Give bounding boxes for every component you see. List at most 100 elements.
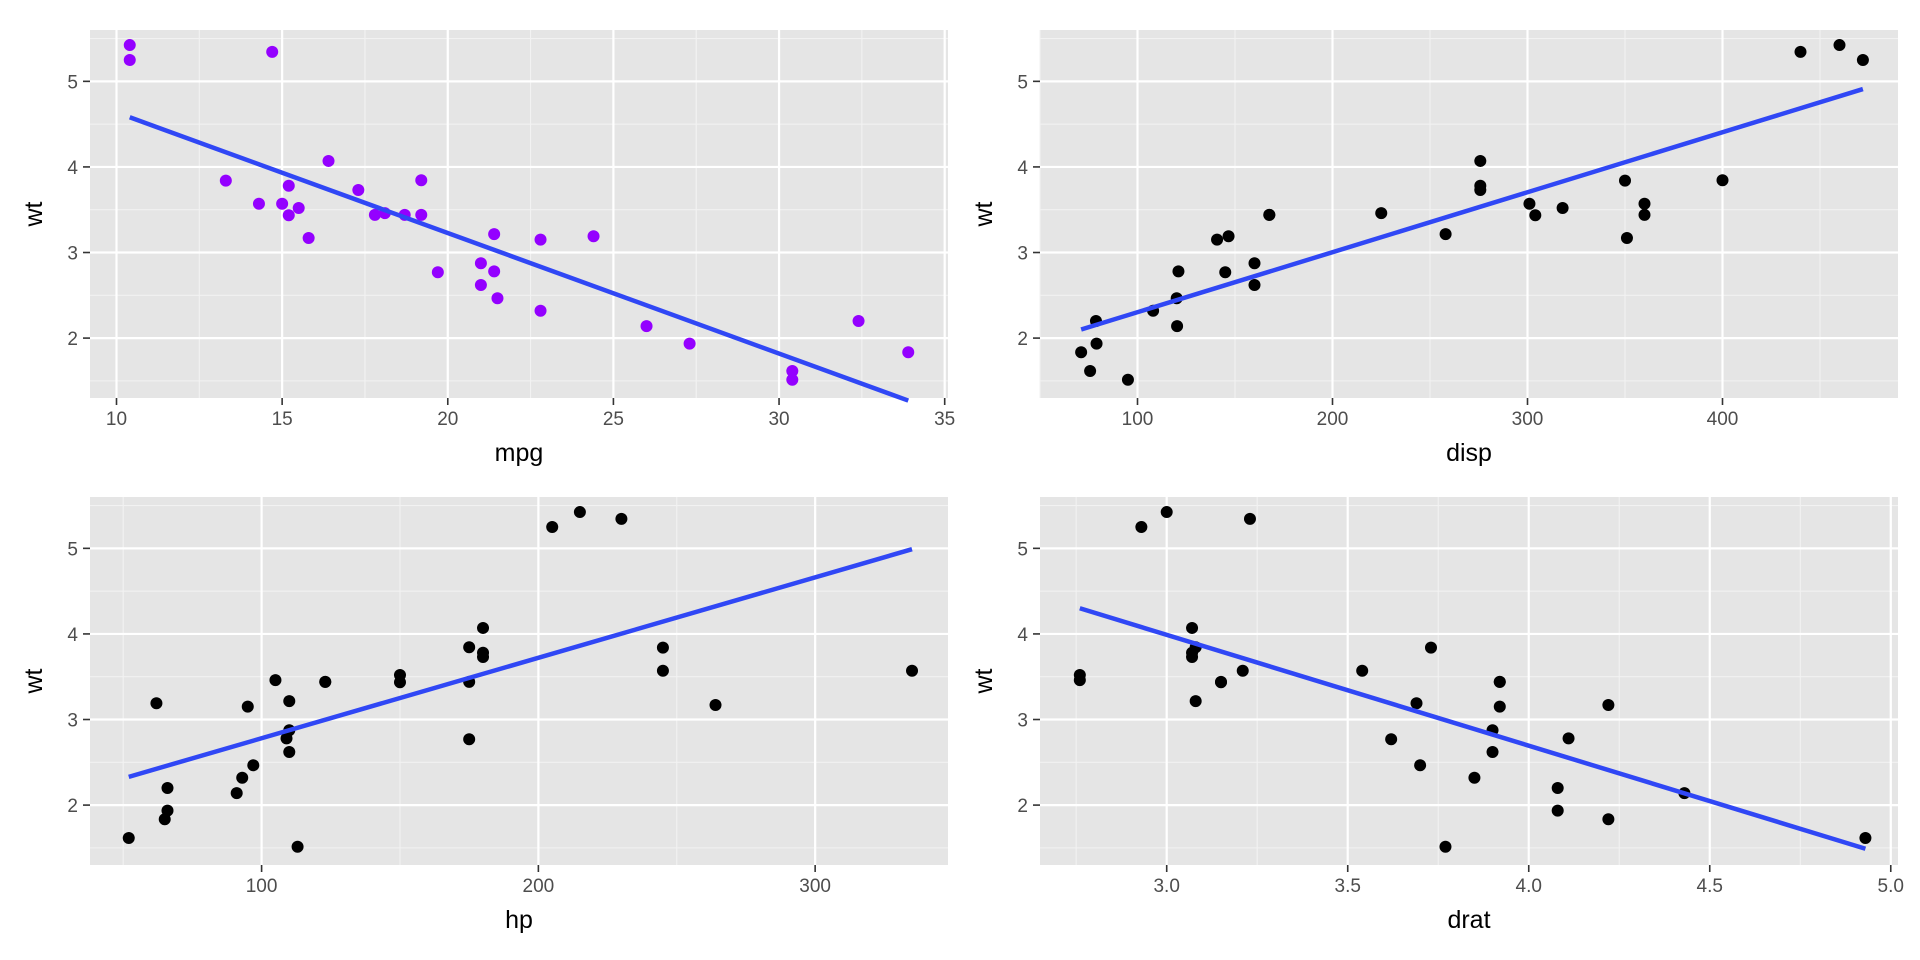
data-point (1859, 832, 1872, 845)
y-tick-label: 2 (1017, 329, 1028, 350)
data-point (1073, 669, 1086, 682)
data-point (282, 209, 295, 222)
x-tick-label: 200 (1317, 409, 1349, 430)
data-point (852, 314, 865, 327)
regression-line (1079, 606, 1867, 851)
data-point (1602, 813, 1615, 826)
data-point (1248, 257, 1261, 270)
y-axis-title: wt (970, 201, 998, 227)
data-point (280, 732, 293, 745)
y-tick-label: 3 (1017, 711, 1028, 732)
data-point (241, 700, 254, 713)
data-point (1189, 695, 1202, 708)
data-point (1215, 676, 1228, 689)
y-tick-label: 4 (67, 625, 78, 646)
data-point (1160, 506, 1173, 519)
data-point (269, 674, 282, 687)
data-point (474, 257, 487, 270)
data-point (709, 698, 722, 711)
data-point (573, 506, 586, 519)
data-point (1410, 697, 1423, 710)
data-point (1414, 759, 1427, 772)
data-point (1084, 365, 1097, 378)
data-point (786, 365, 799, 378)
data-point (1602, 698, 1615, 711)
data-point (1439, 228, 1452, 241)
y-tick-label: 5 (67, 72, 78, 93)
y-tick-label: 3 (67, 711, 78, 732)
data-point (352, 184, 365, 197)
x-tick-label: 3.0 (1153, 876, 1179, 897)
data-point (1424, 641, 1437, 654)
data-point (1619, 174, 1631, 187)
data-point (1135, 520, 1148, 533)
y-tick-label: 4 (1017, 625, 1028, 646)
regression-line (128, 547, 913, 780)
data-point (1075, 346, 1088, 359)
data-point (1638, 197, 1651, 210)
data-point (282, 179, 295, 192)
data-point (1529, 209, 1542, 222)
data-point (393, 676, 406, 689)
y-tick-label: 3 (67, 244, 78, 265)
data-point (1474, 179, 1487, 192)
y-axis-title: wt (20, 668, 48, 694)
data-point (615, 512, 628, 525)
data-point (1523, 197, 1536, 210)
data-point (1562, 732, 1575, 745)
data-point (1856, 53, 1869, 66)
data-point (319, 675, 332, 688)
x-tick-label: 30 (768, 409, 789, 430)
panel-hp: 100 200 300 2 3 4 5 hp wt (20, 497, 948, 934)
y-tick-label: 5 (67, 539, 78, 560)
y-axis-title: wt (20, 201, 48, 227)
x-tick-label: 300 (799, 876, 831, 897)
data-point (1090, 337, 1103, 350)
regression-line (128, 115, 910, 403)
data-point (415, 174, 428, 187)
data-point (491, 292, 504, 305)
x-tick-label: 200 (523, 876, 555, 897)
data-point (534, 233, 547, 246)
data-point (488, 228, 501, 241)
y-tick-label: 4 (1017, 158, 1028, 179)
panel-background-hp (90, 497, 948, 865)
y-tick-label: 5 (1017, 72, 1028, 93)
data-point (656, 664, 669, 677)
data-point (122, 832, 135, 845)
data-point (656, 641, 669, 654)
x-axis-title: disp (1446, 439, 1492, 467)
panel-background-mpg (90, 30, 948, 398)
data-point (302, 231, 315, 244)
panel-background-drat (1040, 497, 1898, 865)
x-tick-label: 15 (272, 409, 293, 430)
data-point (1385, 733, 1398, 746)
data-point (276, 197, 289, 210)
data-point (534, 304, 547, 317)
y-tick-label: 5 (1017, 539, 1028, 560)
data-point (291, 840, 304, 853)
data-point (474, 279, 487, 292)
data-point (1551, 804, 1564, 817)
data-point (683, 337, 696, 350)
y-tick-label: 2 (1017, 796, 1028, 817)
y-tick-label: 3 (1017, 244, 1028, 265)
data-point (587, 230, 600, 243)
data-point (906, 664, 919, 677)
data-point (1474, 154, 1487, 167)
y-tick-label: 4 (67, 158, 78, 179)
data-point (123, 53, 136, 66)
data-point (252, 197, 265, 210)
data-point (463, 641, 476, 654)
x-tick-label: 4.5 (1697, 876, 1723, 897)
x-tick-label: 3.5 (1335, 876, 1361, 897)
data-point (1556, 202, 1569, 215)
data-point (1493, 675, 1506, 688)
data-point (1236, 664, 1249, 677)
data-point (247, 759, 260, 772)
data-point (477, 646, 490, 659)
x-tick-label: 100 (1122, 409, 1154, 430)
data-point (123, 39, 136, 52)
x-tick-label: 4.0 (1516, 876, 1542, 897)
